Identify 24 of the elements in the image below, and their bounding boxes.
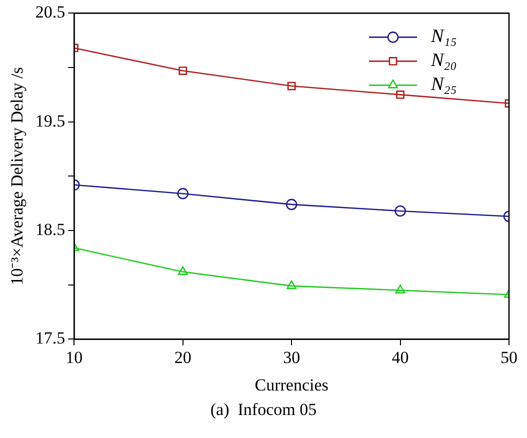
point	[286, 280, 297, 290]
x-tick-label: 10	[66, 348, 83, 367]
y-tick-label: 17.5	[35, 328, 66, 348]
point	[287, 82, 296, 90]
point	[395, 284, 406, 294]
x-tick-label: 50	[500, 348, 518, 367]
y-tick-label: 20.5	[35, 2, 66, 22]
legend-label: N₂₀	[430, 50, 457, 72]
legend-label: N₂₅	[430, 74, 457, 96]
point	[178, 266, 188, 275]
y-tick-label: 19.5	[35, 111, 66, 130]
legend-label: N₁₅	[430, 26, 457, 48]
point	[177, 188, 189, 200]
x-tick-label: 30	[283, 348, 300, 367]
point	[396, 90, 404, 99]
y-axis-title: 10⁻³×Average Delivery Delay /s	[8, 67, 27, 286]
text: (a) Infocom 05	[209, 400, 318, 420]
x-tick-label: 40	[392, 348, 409, 367]
x-tick-label: 20	[174, 348, 192, 367]
point	[178, 66, 188, 75]
point	[394, 205, 406, 217]
x-axis-title: Currencies	[254, 375, 328, 394]
point	[286, 198, 298, 210]
y-tick-label: 18.5	[35, 220, 66, 239]
